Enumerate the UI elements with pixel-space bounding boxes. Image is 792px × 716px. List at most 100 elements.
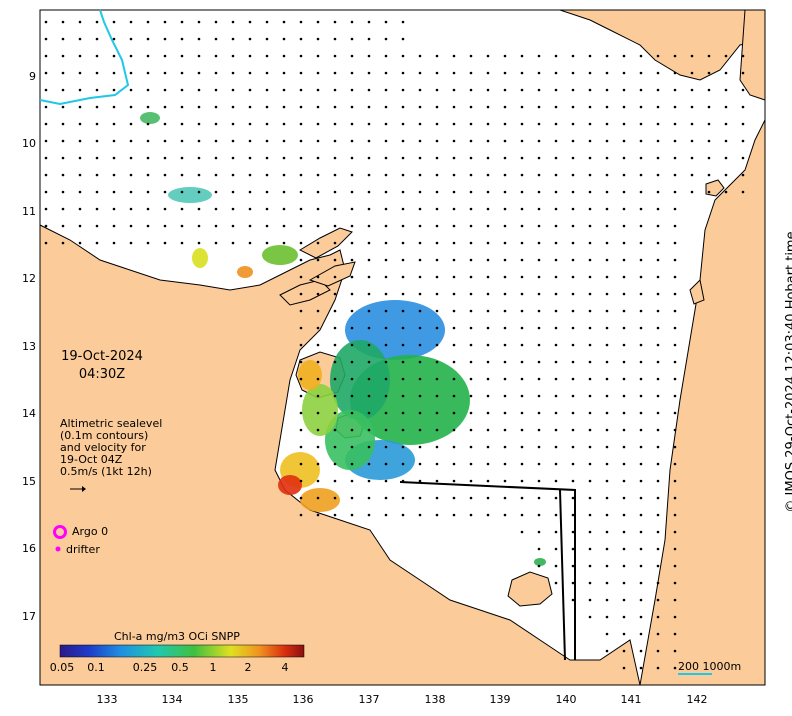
velocity-arrow: [469, 445, 473, 449]
velocity-arrow: [78, 37, 82, 41]
velocity-arrow: [656, 309, 660, 313]
velocity-arrow: [452, 326, 456, 330]
velocity-arrow: [656, 326, 660, 330]
velocity-arrow: [350, 343, 354, 347]
velocity-arrow: [435, 394, 439, 398]
velocity-arrow: [435, 139, 439, 143]
velocity-arrow: [520, 513, 524, 517]
velocity-arrow: [214, 224, 218, 228]
velocity-arrow: [146, 37, 150, 41]
velocity-arrow: [673, 615, 677, 619]
velocity-arrow: [350, 105, 354, 109]
velocity-arrow: [265, 20, 269, 24]
x-tick-label: 136: [292, 693, 314, 706]
velocity-arrow: [112, 139, 116, 143]
velocity-arrow: [605, 156, 609, 160]
velocity-arrow: [639, 496, 643, 500]
velocity-arrow: [639, 207, 643, 211]
cyan-boundary-line: [39, 9, 130, 106]
velocity-arrow: [673, 649, 677, 653]
velocity-arrow: [673, 666, 677, 670]
velocity-arrow: [78, 88, 82, 92]
velocity-arrow: [554, 241, 558, 245]
velocity-arrow: [673, 88, 677, 92]
velocity-arrow: [469, 343, 473, 347]
velocity-arrow: [435, 445, 439, 449]
velocity-arrow: [486, 241, 490, 245]
velocity-arrow: [282, 190, 286, 194]
velocity-arrow: [673, 360, 677, 364]
velocity-arrow: [282, 20, 286, 24]
velocity-arrow: [571, 479, 575, 483]
velocity-arrow: [605, 530, 609, 534]
velocity-arrow: [316, 462, 320, 466]
velocity-arrow: [316, 224, 320, 228]
velocity-arrow: [520, 462, 524, 466]
velocity-arrow: [673, 598, 677, 602]
velocity-arrow: [384, 173, 388, 177]
velocity-arrow: [333, 496, 337, 500]
velocity-arrow: [78, 190, 82, 194]
velocity-arrow: [537, 428, 541, 432]
velocity-arrow: [384, 462, 388, 466]
velocity-arrow: [656, 71, 660, 75]
velocity-arrow: [367, 496, 371, 500]
velocity-arrow: [486, 445, 490, 449]
velocity-arrow: [503, 377, 507, 381]
velocity-arrow: [61, 37, 65, 41]
velocity-arrow: [78, 122, 82, 126]
velocity-arrow: [622, 190, 626, 194]
velocity-arrow: [367, 513, 371, 517]
velocity-arrow: [639, 581, 643, 585]
velocity-arrow: [129, 54, 133, 58]
velocity-arrow: [486, 258, 490, 262]
velocity-arrow: [503, 326, 507, 330]
y-tick-label: 11: [22, 205, 36, 218]
velocity-arrow: [656, 598, 660, 602]
velocity-arrow: [333, 54, 337, 58]
velocity-arrow: [452, 445, 456, 449]
velocity-arrow: [503, 479, 507, 483]
velocity-arrow: [401, 309, 405, 313]
velocity-arrow: [503, 258, 507, 262]
velocity-arrow: [588, 190, 592, 194]
velocity-arrow: [384, 37, 388, 41]
velocity-arrow: [741, 190, 745, 194]
velocity-arrow: [537, 309, 541, 313]
velocity-arrow: [367, 258, 371, 262]
velocity-arrow: [350, 479, 354, 483]
velocity-arrow: [452, 479, 456, 483]
velocity-arrow: [639, 649, 643, 653]
velocity-arrow: [265, 207, 269, 211]
velocity-arrow: [622, 54, 626, 58]
velocity-arrow: [197, 71, 201, 75]
velocity-arrow: [622, 326, 626, 330]
velocity-arrow: [350, 428, 354, 432]
velocity-arrow: [622, 105, 626, 109]
velocity-arrow: [588, 343, 592, 347]
velocity-arrow: [248, 207, 252, 211]
velocity-arrow: [656, 581, 660, 585]
velocity-arrow: [197, 105, 201, 109]
velocity-arrow: [231, 241, 235, 245]
velocity-arrow: [605, 462, 609, 466]
velocity-arrow: [622, 513, 626, 517]
velocity-arrow: [435, 275, 439, 279]
velocity-arrow: [333, 513, 337, 517]
velocity-arrow: [605, 309, 609, 313]
velocity-arrow: [554, 173, 558, 177]
velocity-arrow: [571, 224, 575, 228]
velocity-arrow: [639, 428, 643, 432]
velocity-arrow: [537, 445, 541, 449]
velocity-arrow: [588, 530, 592, 534]
velocity-arrow: [724, 156, 728, 160]
velocity-arrow: [503, 190, 507, 194]
velocity-arrow: [622, 156, 626, 160]
velocity-arrow: [350, 54, 354, 58]
velocity-arrow: [44, 207, 48, 211]
velocity-arrow: [401, 224, 405, 228]
velocity-arrow: [639, 139, 643, 143]
velocity-arrow: [588, 207, 592, 211]
velocity-arrow: [537, 88, 541, 92]
velocity-arrow: [418, 105, 422, 109]
